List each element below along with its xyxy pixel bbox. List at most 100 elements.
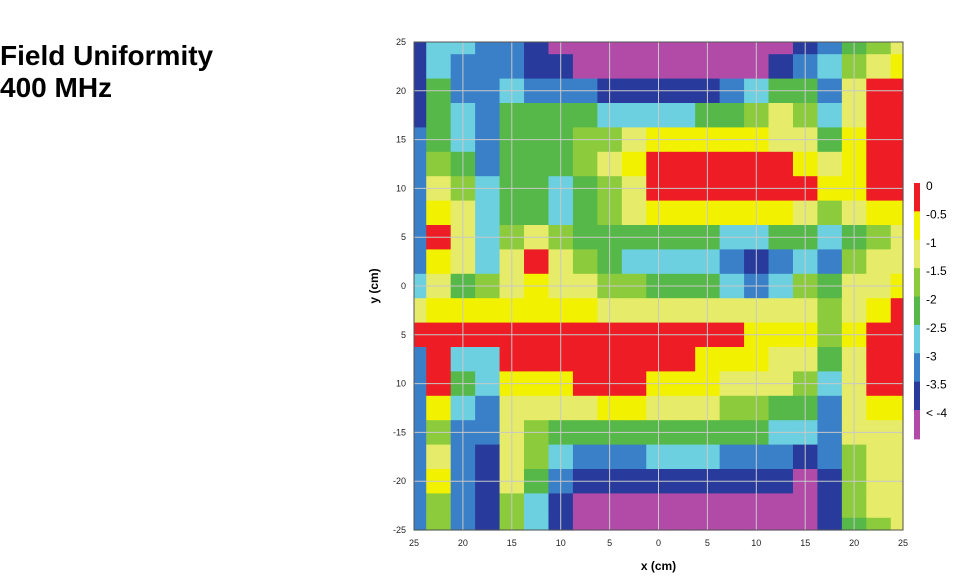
heatmap-cell <box>866 517 892 531</box>
heatmap-cell <box>414 54 427 80</box>
heatmap-cell <box>475 103 501 128</box>
heatmap-cell <box>890 444 904 470</box>
heatmap-cell <box>621 249 647 275</box>
heatmap-cell <box>719 347 745 372</box>
heatmap-cell <box>866 249 892 275</box>
heatmap-cell <box>621 493 647 519</box>
heatmap-cell <box>768 298 794 324</box>
heatmap-cell <box>524 298 550 324</box>
x-tick-label: 10 <box>751 538 761 548</box>
heatmap-cell <box>817 493 843 519</box>
heatmap-cell <box>768 347 794 372</box>
heatmap-cell <box>621 347 647 372</box>
legend-label: -2 <box>926 293 937 307</box>
heatmap-cell <box>475 42 501 55</box>
legend-swatch <box>914 324 920 355</box>
heatmap-cell <box>670 103 696 128</box>
heatmap-cell <box>426 42 452 55</box>
heatmap-cell <box>621 395 647 421</box>
heatmap-cell <box>670 42 696 55</box>
heatmap-cell <box>817 347 843 372</box>
x-tick-label: 15 <box>507 538 517 548</box>
legend-label: -0.5 <box>926 207 947 221</box>
heatmap-cell <box>524 54 550 80</box>
heatmap-cell <box>572 493 598 519</box>
heatmap-cell <box>768 200 794 226</box>
legend-swatch <box>914 381 920 411</box>
heatmap-cell <box>414 151 427 177</box>
x-tick-label: 5 <box>607 538 612 548</box>
heatmap-cell <box>426 54 452 80</box>
y-tick-label: 0 <box>401 281 406 291</box>
chart-title: Field Uniformity 400 MHz <box>0 40 213 104</box>
heatmap-cell <box>817 249 843 275</box>
heatmap-cell <box>670 444 696 470</box>
heatmap-cell <box>524 493 550 519</box>
y-tick-label: 10 <box>396 379 406 389</box>
legend-label: -1.5 <box>926 264 947 278</box>
heatmap-cell <box>426 517 452 531</box>
heatmap-cell <box>572 42 598 55</box>
heatmap-cell <box>866 444 892 470</box>
heatmap-cell <box>866 42 892 55</box>
heatmap-cell <box>621 103 647 128</box>
heatmap-cell <box>426 151 452 177</box>
heatmap-cell <box>719 298 745 324</box>
heatmap-cell <box>817 444 843 470</box>
legend-swatch <box>914 410 920 440</box>
heatmap-cell <box>670 493 696 519</box>
heatmap-cell <box>572 151 598 177</box>
legend-label: -3 <box>926 349 937 363</box>
heatmap-cell <box>768 151 794 177</box>
x-tick-label: 15 <box>800 538 810 548</box>
heatmap-cell <box>890 298 904 324</box>
heatmap-cell <box>719 517 745 531</box>
heatmap-cell <box>719 249 745 275</box>
heatmap-cell <box>572 444 598 470</box>
heatmap-cell <box>572 347 598 372</box>
legend-swatch <box>914 239 920 270</box>
heatmap-cell <box>621 200 647 226</box>
heatmap-cell <box>768 395 794 421</box>
heatmap-cell <box>866 54 892 80</box>
heatmap-cell <box>890 54 904 80</box>
heatmap-cell <box>475 347 501 372</box>
x-tick-label: 5 <box>705 538 710 548</box>
heatmap-cell <box>621 151 647 177</box>
heatmap-cell <box>719 395 745 421</box>
heatmap-cell <box>768 249 794 275</box>
heatmap-cell <box>524 103 550 128</box>
heatmap-cell <box>817 42 843 55</box>
heatmap-cell <box>866 200 892 226</box>
heatmap-cell <box>670 395 696 421</box>
x-tick-label: 10 <box>556 538 566 548</box>
heatmap-cell <box>426 249 452 275</box>
heatmap-cell <box>670 54 696 80</box>
heatmap-cell <box>426 493 452 519</box>
y-tick-label: 5 <box>401 330 406 340</box>
legend-swatch <box>914 183 920 213</box>
heatmap-cell <box>414 103 427 128</box>
heatmap-cell <box>817 298 843 324</box>
heatmap-cell <box>475 54 501 80</box>
heatmap-cell <box>817 151 843 177</box>
heatmap-cell <box>621 54 647 80</box>
heatmap-cell <box>890 103 904 128</box>
heatmap-cell <box>426 298 452 324</box>
heatmap-cell <box>890 395 904 421</box>
heatmap-cell <box>414 517 427 531</box>
heatmap-cell <box>572 103 598 128</box>
heatmap-cell <box>719 42 745 55</box>
heatmap-cell <box>768 103 794 128</box>
y-tick-label: 15 <box>396 135 406 145</box>
legend-swatch <box>914 296 920 326</box>
heatmap-cell <box>890 517 904 531</box>
chart-title-line-1: Field Uniformity <box>0 40 214 71</box>
heatmap-cell <box>414 42 427 55</box>
heatmap-cell <box>426 200 452 226</box>
y-tick-label: 25 <box>396 37 406 47</box>
heatmap-cell <box>414 200 427 226</box>
heatmap-cell <box>414 298 427 324</box>
heatmap-cell <box>572 298 598 324</box>
heatmap-cell <box>670 347 696 372</box>
